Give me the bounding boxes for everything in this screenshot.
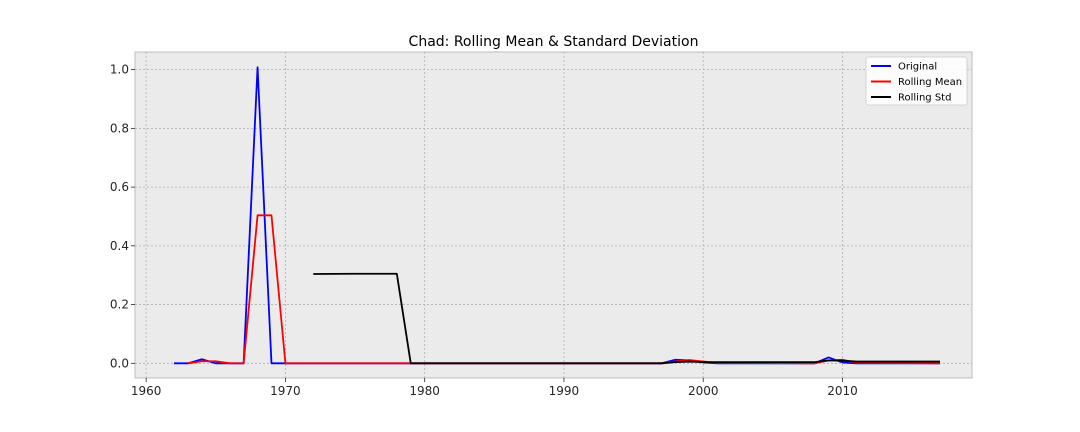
x-tick-label: 1960 xyxy=(131,384,162,398)
x-tick-label: 1970 xyxy=(270,384,301,398)
series-line-rolling-std xyxy=(313,272,940,365)
x-tick-label: 1990 xyxy=(549,384,580,398)
y-tick-label: 0.2 xyxy=(110,298,129,312)
plot-background xyxy=(135,52,972,378)
y-tick-label: 0.0 xyxy=(110,356,129,370)
y-tick-label: 0.6 xyxy=(110,180,129,194)
x-tick-label: 1980 xyxy=(409,384,440,398)
legend: Original Rolling Mean Rolling Std xyxy=(865,56,968,106)
chart-title: Chad: Rolling Mean & Standard Deviation xyxy=(409,34,699,50)
x-tick-label: 2000 xyxy=(688,384,719,398)
legend-label-rolling-mean: Rolling Mean xyxy=(898,77,962,88)
series-group xyxy=(174,66,940,365)
x-tick-label: 2010 xyxy=(827,384,858,398)
y-tick-label: 0.8 xyxy=(110,121,129,135)
plot-frame xyxy=(134,51,973,379)
axes: 1960 1970 1980 1990 2000 2010 0.0 0.2 0.4 0.6 0.8 1… xyxy=(110,51,973,398)
y-tick-label: 1.0 xyxy=(110,63,129,77)
legend-box xyxy=(865,56,968,106)
y-tick-label: 0.4 xyxy=(110,239,129,253)
grid xyxy=(135,52,972,378)
legend-label-rolling-std: Rolling Std xyxy=(898,93,951,104)
legend-label-original: Original xyxy=(898,62,937,73)
